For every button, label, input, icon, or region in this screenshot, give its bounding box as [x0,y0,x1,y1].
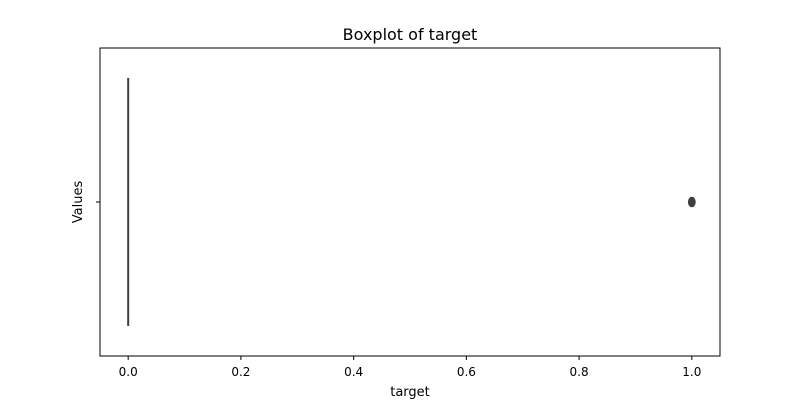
box-marks [127,78,696,326]
x-tick-label: 1.0 [682,365,701,379]
x-tick-label: 0.0 [119,365,138,379]
x-tick-label: 0.8 [570,365,589,379]
x-tick-label: 0.6 [457,365,476,379]
chart-title: Boxplot of target [343,25,478,44]
x-tick-label: 0.2 [231,365,250,379]
y-axis-label: Values [71,181,86,224]
boxplot-outlier-point [687,196,696,208]
x-tick-label: 0.4 [344,365,363,379]
x-axis-label: target [390,385,430,400]
x-axis: 0.0 0.2 0.4 0.6 0.8 1.0 [119,356,701,379]
plot-frame [99,47,721,357]
